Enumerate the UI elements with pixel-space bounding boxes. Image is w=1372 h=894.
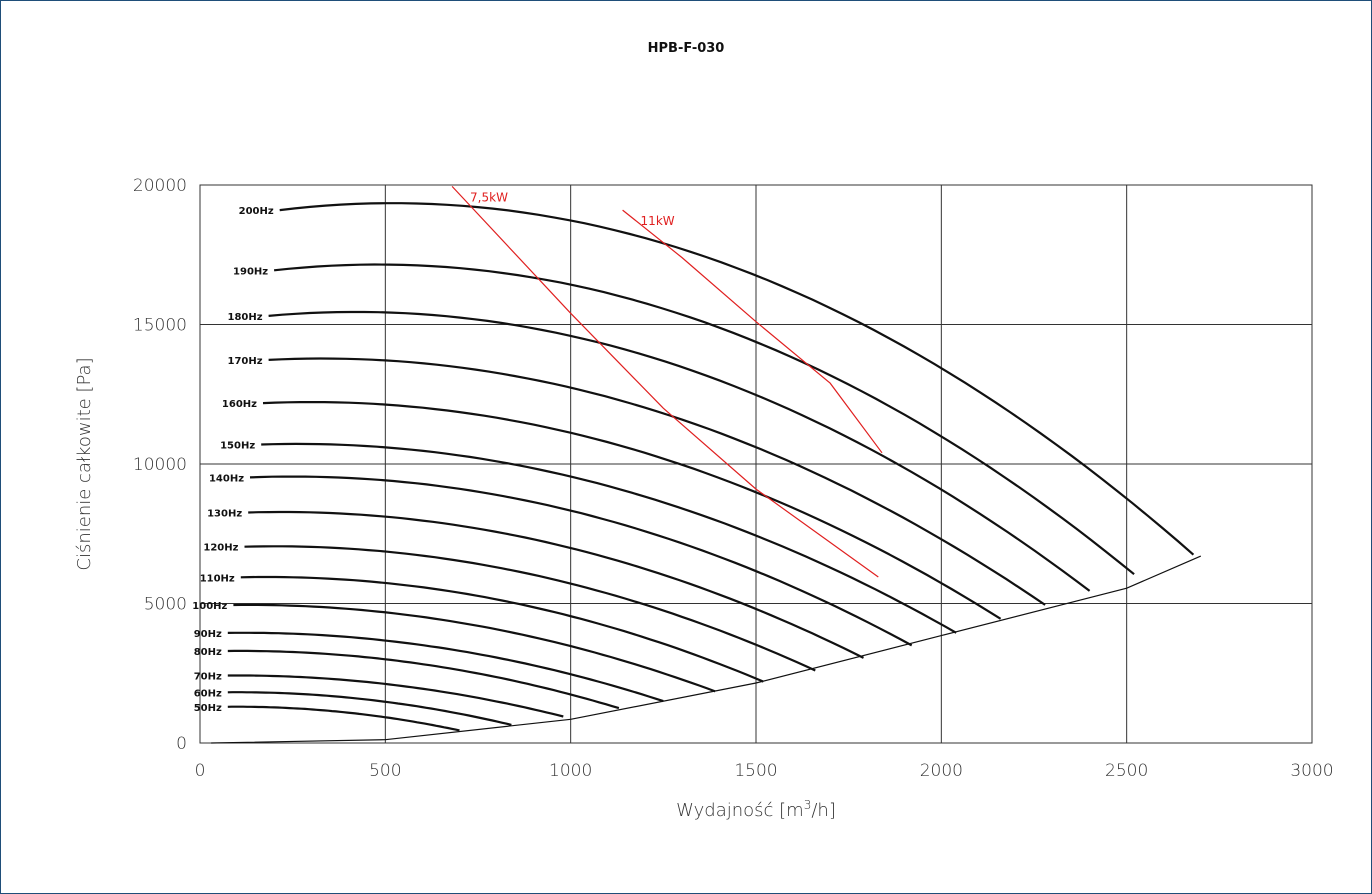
system-limit-curve	[211, 555, 1202, 744]
curve-label-120Hz: 120Hz	[203, 543, 238, 554]
curve-label-160Hz: 160Hz	[222, 399, 257, 410]
frequency-curve-200Hz	[279, 202, 1195, 556]
grid	[199, 184, 1313, 744]
curve-label-50Hz: 50Hz	[194, 703, 222, 714]
frequency-curve-180Hz	[268, 310, 1091, 592]
y-tick-label: 10000	[133, 455, 187, 475]
curve-label-110Hz: 110Hz	[200, 573, 235, 584]
frequency-curve-120Hz	[244, 545, 816, 672]
frequency-curve-60Hz	[227, 691, 512, 726]
chart-title: HPB-F-030	[648, 41, 725, 56]
x-axis-title-main: Wydajność [m	[676, 800, 804, 821]
frequency-curve-160Hz	[262, 401, 1002, 620]
frequency-curves: 200Hz 190Hz 180Hz 170Hz 160Hz 150Hz 140Hz 130Hz…	[192, 202, 1202, 744]
curve-label-130Hz: 130Hz	[207, 508, 242, 519]
x-tick-label: 3000	[1290, 761, 1333, 781]
x-tick-label: 1500	[734, 761, 777, 781]
frequency-curve-150Hz	[261, 442, 957, 634]
tick-labels: 0 500 1000 1500 2000 2500 30000500010000150002…	[133, 176, 1334, 781]
frequency-curve-80Hz	[227, 649, 620, 710]
y-tick-label: 5000	[144, 595, 187, 615]
curve-label-60Hz: 60Hz	[194, 688, 222, 699]
curve-label-200Hz: 200Hz	[239, 206, 274, 217]
y-tick-label: 20000	[133, 176, 187, 196]
curve-label-190Hz: 190Hz	[233, 266, 268, 277]
x-axis-title-superscript: 3	[804, 798, 812, 812]
frequency-curve-190Hz	[273, 263, 1135, 576]
power-lines: 7,5kW 11kW	[451, 185, 883, 578]
frequency-curve-140Hz	[249, 475, 913, 647]
curve-label-90Hz: 90Hz	[194, 629, 222, 640]
power-label-7,5kW: 7,5kW	[470, 190, 508, 204]
power-label-11kW: 11kW	[641, 214, 675, 228]
frequency-curve-110Hz	[240, 575, 764, 683]
curve-label-180Hz: 180Hz	[227, 312, 262, 323]
y-axis-title: Ciśnienie całkowite [Pa]	[74, 357, 95, 570]
x-tick-label: 500	[369, 761, 401, 781]
curve-label-70Hz: 70Hz	[194, 672, 222, 683]
power-line-11kW	[622, 209, 883, 454]
x-axis-title-tail: /h]	[811, 800, 836, 821]
x-axis-title: Wydajność [m3/h]	[676, 798, 836, 821]
frequency-curve-100Hz	[233, 603, 716, 693]
y-tick-label: 15000	[133, 316, 187, 336]
curve-label-170Hz: 170Hz	[227, 356, 262, 367]
frequency-curve-170Hz	[268, 357, 1046, 606]
x-tick-label: 1000	[549, 761, 592, 781]
curve-label-80Hz: 80Hz	[194, 647, 222, 658]
x-tick-label: 0	[195, 761, 206, 781]
x-tick-label: 2000	[920, 761, 963, 781]
frequency-curve-50Hz	[227, 705, 460, 732]
frequency-curve-130Hz	[248, 510, 864, 659]
curve-label-140Hz: 140Hz	[209, 473, 244, 484]
power-line-7,5kW	[451, 185, 879, 578]
frequency-curve-70Hz	[227, 674, 564, 718]
frequency-curve-90Hz	[227, 631, 664, 703]
curve-label-100Hz: 100Hz	[192, 601, 227, 612]
curve-label-150Hz: 150Hz	[220, 440, 255, 451]
x-tick-label: 2500	[1105, 761, 1148, 781]
y-tick-label: 0	[176, 734, 187, 754]
